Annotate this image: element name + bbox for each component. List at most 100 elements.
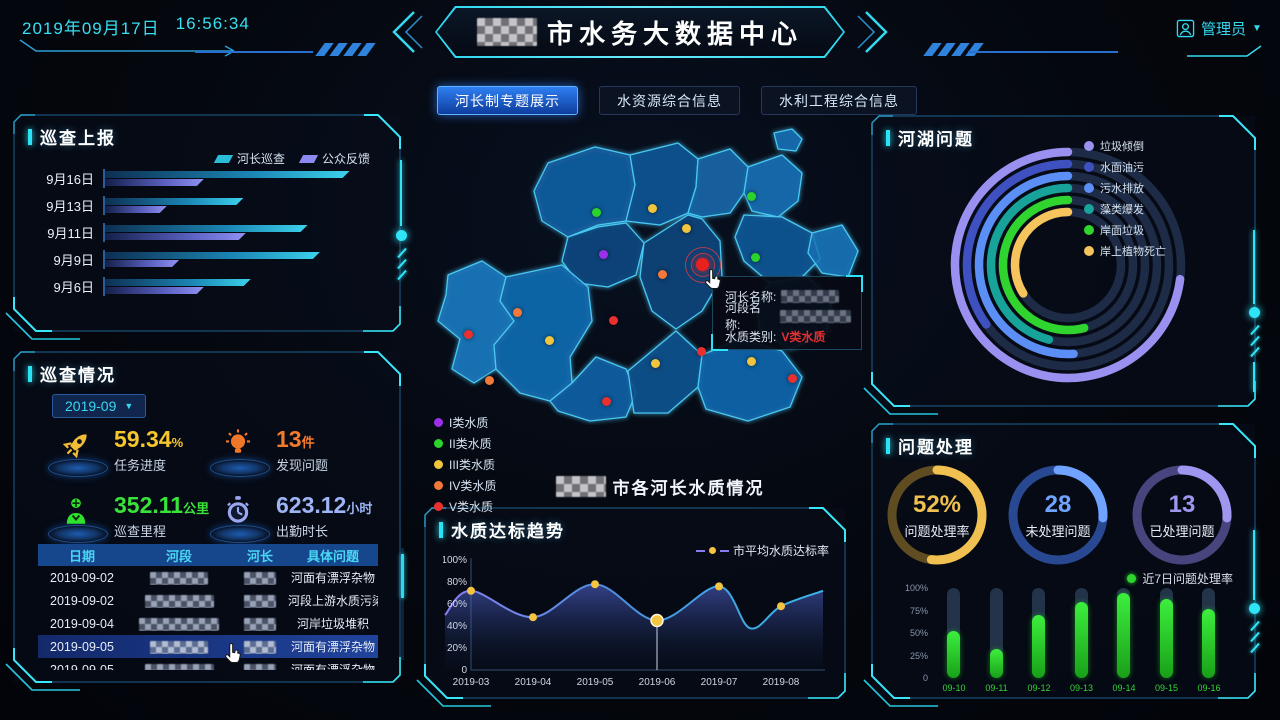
table-scrollbar[interactable]	[401, 548, 404, 660]
table-row[interactable]: 2019-09-05 河面有漂浮杂物	[38, 635, 378, 658]
pulse-ring	[685, 247, 721, 283]
svg-text:2019-06: 2019-06	[639, 677, 676, 688]
map-legend: I类水质 II类水质 III类水质 IV类水质 V类水质	[434, 414, 496, 515]
title-accent-bar	[439, 521, 443, 538]
quality-dot[interactable]	[751, 253, 760, 262]
time-text: 16:56:34	[175, 14, 250, 33]
table-row[interactable]: 2019-09-04 河岸垃圾堆积	[50, 616, 369, 632]
user-underline	[1187, 45, 1262, 57]
table-header: 日期 河段 河长 具体问题	[38, 544, 378, 566]
svg-text:80%: 80%	[447, 577, 467, 588]
quality-dot[interactable]	[658, 270, 667, 279]
tab-bar: 河长制专题展示 水资源综合信息 水利工程综合信息	[437, 86, 917, 115]
panel-title: 巡查情况	[28, 361, 116, 386]
quality-dot[interactable]	[545, 336, 554, 345]
chevron-down-icon: ▼	[1252, 23, 1262, 34]
tab-river-chief[interactable]: 河长制专题展示	[437, 86, 578, 115]
hand-cursor-icon	[705, 268, 721, 290]
legend-item: 岸面垃圾	[1084, 222, 1166, 238]
date-text: 2019年09月17日	[22, 19, 160, 38]
panel-inspection-status: 巡查情况 2019-09 ▼ 59.34% 任务进度	[5, 351, 404, 691]
bulb-icon	[225, 429, 251, 453]
panel-title: 问题处理	[886, 433, 974, 458]
censored-chief-name	[781, 289, 840, 303]
tab-water-resources[interactable]: 水资源综合信息	[599, 86, 740, 115]
table-row[interactable]: 2019-09-02 河段上游水质污染	[50, 593, 378, 609]
panel-title: 巡查上报	[28, 124, 116, 149]
user-icon	[1176, 19, 1195, 38]
quality-dot[interactable]	[697, 347, 706, 356]
date-underline	[19, 39, 235, 57]
legend-item: I类水质	[434, 414, 496, 431]
header-line-right	[968, 51, 1118, 53]
radial-chart	[950, 147, 1186, 383]
legend-item: II类水质	[434, 435, 496, 452]
page-title: 市水务大数据中心	[546, 18, 803, 49]
quality-dot[interactable]	[592, 208, 601, 217]
banner-wing-right-icon	[857, 11, 888, 53]
user-menu[interactable]: 管理员 ▼	[1176, 18, 1262, 39]
stat-duty-hours: 623.12小时 出勤时长	[210, 494, 372, 543]
table-row[interactable]: 2019-09-02 河面有漂浮杂物	[50, 570, 375, 586]
radial-legend: 垃圾倾倒 水面油污 污水排放 藻类爆发 岸面垃圾 岸上植物死亡	[1084, 138, 1166, 259]
quality-dot[interactable]	[682, 224, 691, 233]
kpi-ring: 13 已处理问题	[1130, 463, 1234, 567]
kpi-ring: 52% 问题处理率	[885, 463, 989, 567]
censored-city-name	[555, 476, 606, 497]
district-map-svg	[437, 128, 859, 422]
svg-text:60%: 60%	[447, 599, 467, 610]
quality-dot[interactable]	[648, 204, 657, 213]
censored-segment-name	[779, 309, 851, 323]
svg-text:40%: 40%	[447, 621, 467, 632]
quality-dot[interactable]	[651, 359, 660, 368]
censored-city-name	[477, 18, 537, 46]
quality-dot[interactable]	[788, 374, 797, 383]
rocket-icon	[62, 434, 87, 459]
quality-dot[interactable]	[609, 316, 618, 325]
legend-dot	[708, 547, 716, 554]
svg-text:2019-07: 2019-07	[701, 677, 738, 688]
legend-dot	[1127, 574, 1137, 583]
table-row[interactable]: 2019-09-05 河面有漂浮杂物	[38, 658, 378, 670]
header-line-left	[195, 51, 313, 53]
header-slashes-left	[315, 43, 376, 56]
gbar-legend: 近7日问题处理率	[1127, 570, 1233, 587]
title-accent-bar	[28, 128, 32, 145]
svg-text:2019-03: 2019-03	[453, 677, 490, 688]
svg-text:2019-08: 2019-08	[763, 677, 800, 688]
panel-title: 河湖问题	[886, 125, 974, 150]
stat-found-issues: 13件 发现问题	[210, 428, 328, 477]
title-accent-bar	[886, 129, 890, 146]
header-slashes-right	[923, 43, 984, 56]
issues-table: 日期 河段 河长 具体问题 2019-09-02 河面有漂浮杂物 2019-09-02 河段上…	[38, 544, 378, 670]
title-accent-bar	[886, 437, 890, 454]
datetime: 2019年09月17日 16:56:34	[22, 14, 250, 39]
panel-quality-trend: 水质达标趋势 市平均水质达标率 100% 80% 60% 40% 20% 0 2019-03…	[416, 507, 846, 707]
quality-dot[interactable]	[485, 376, 494, 385]
stat-task-progress: 59.34% 任务进度	[48, 428, 183, 477]
quality-dot[interactable]	[602, 397, 611, 406]
legend-item: 垃圾倾倒	[1084, 138, 1166, 154]
quality-dot[interactable]	[464, 330, 473, 339]
stat-mileage: 352.11公里 巡查里程	[48, 494, 209, 543]
month-select[interactable]: 2019-09 ▼	[52, 394, 147, 418]
panel-river-issues: 河湖问题 垃圾倾倒 水面油污 污水排放 藻类爆发 岸面垃圾 岸上植物死亡	[863, 115, 1256, 415]
quality-dot[interactable]	[747, 357, 756, 366]
quality-dot[interactable]	[747, 192, 756, 201]
hbar-row: 9月6日	[24, 273, 388, 300]
selected-quality-dot[interactable]	[696, 258, 709, 271]
svg-text:2019-04: 2019-04	[515, 677, 552, 688]
hbar-row: 9月13日	[24, 192, 388, 219]
legend-item: 藻类爆发	[1084, 201, 1166, 217]
panel-title: 水质达标趋势	[439, 517, 565, 542]
svg-text:2019-05: 2019-05	[577, 677, 614, 688]
scrollbar-thumb[interactable]	[401, 554, 404, 598]
quality-dot[interactable]	[599, 250, 608, 259]
tab-water-projects[interactable]: 水利工程综合信息	[761, 86, 917, 115]
svg-text:0: 0	[461, 665, 467, 676]
legend-item: IV类水质	[434, 477, 496, 494]
mileage-icon	[66, 498, 86, 524]
hbar-row: 9月11日	[24, 219, 388, 246]
quality-dot[interactable]	[513, 308, 522, 317]
stopwatch-icon	[227, 496, 249, 523]
